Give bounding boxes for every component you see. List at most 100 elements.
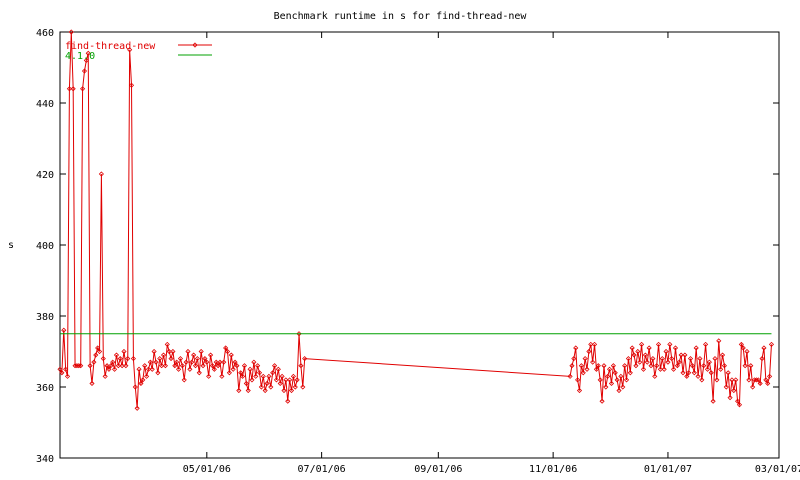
data-point [253, 373, 259, 379]
data-point [648, 363, 654, 369]
data-point [91, 359, 97, 365]
y-axis-label: s [8, 240, 14, 251]
data-point [591, 341, 598, 347]
data-point [573, 345, 579, 351]
series-find-thread-new [57, 29, 775, 411]
data-point [623, 377, 630, 383]
data-point [695, 373, 701, 379]
data-point [221, 359, 227, 365]
data-point [768, 341, 775, 347]
data-point [151, 348, 157, 355]
data-point [196, 370, 202, 376]
data-point [646, 345, 652, 351]
data-point [586, 348, 592, 355]
data-point [652, 373, 658, 379]
data-point [136, 366, 142, 372]
data-point [738, 341, 744, 347]
data-point [731, 387, 737, 394]
data-point [270, 370, 276, 376]
data-point [106, 366, 112, 372]
data-point [61, 327, 67, 333]
data-point [192, 363, 199, 369]
data-point [140, 377, 146, 383]
data-point [224, 348, 231, 355]
data-point [240, 373, 246, 379]
y-tick-label: 340 [36, 454, 54, 465]
data-point [750, 384, 756, 390]
data-point [607, 366, 613, 372]
data-point [230, 366, 236, 372]
series-layer [57, 29, 775, 411]
data-point [204, 359, 210, 365]
data-point [144, 373, 150, 379]
x-tick-label: 03/01/07 [755, 464, 800, 475]
data-point [680, 370, 686, 376]
data-point [121, 348, 127, 355]
data-point [64, 373, 71, 379]
data-point [665, 359, 671, 365]
data-point [714, 377, 720, 383]
data-point [100, 356, 106, 362]
data-point [584, 366, 590, 372]
data-point [708, 370, 714, 376]
data-point [710, 398, 716, 404]
data-point [228, 352, 234, 358]
data-point [281, 387, 287, 394]
data-point [678, 352, 684, 358]
data-point [272, 363, 278, 369]
data-point [273, 377, 280, 383]
data-point [68, 29, 74, 35]
data-point [569, 363, 575, 369]
y-tick-label: 400 [36, 241, 54, 252]
data-point [669, 356, 675, 362]
data-point [149, 366, 155, 372]
data-point [164, 341, 170, 347]
data-point [130, 356, 136, 362]
data-point [232, 359, 238, 365]
data-point [751, 377, 758, 383]
data-point [718, 366, 724, 372]
data-point [213, 359, 219, 365]
y-tick-label: 420 [36, 170, 54, 181]
data-point [63, 366, 69, 372]
data-point [761, 345, 767, 351]
data-point [746, 377, 752, 383]
data-point [597, 377, 603, 383]
series-line [59, 31, 772, 409]
data-point [697, 356, 703, 362]
data-point [115, 363, 121, 369]
data-point [699, 377, 705, 383]
data-point [226, 370, 232, 376]
data-point [655, 341, 662, 347]
data-point [134, 405, 140, 411]
data-point [288, 387, 295, 394]
data-point [57, 366, 63, 372]
data-point [172, 363, 178, 369]
data-point [209, 363, 216, 369]
data-point [162, 363, 168, 369]
data-point [211, 366, 217, 372]
data-point [744, 348, 750, 355]
data-point [635, 348, 641, 355]
chart-title: Benchmark runtime in s for find-thread-n… [274, 11, 528, 22]
data-point [296, 331, 302, 337]
data-point [234, 363, 240, 369]
data-point [256, 370, 263, 376]
data-point [217, 359, 223, 365]
data-point [639, 341, 645, 347]
data-point [145, 366, 152, 372]
data-point [159, 363, 165, 369]
data-point [200, 363, 206, 369]
data-point [650, 356, 656, 362]
x-axis-ticks: 05/01/06 07/01/06 09/01/06 11/01/06 01/01/07… [183, 32, 800, 475]
data-point [98, 171, 104, 177]
data-point [95, 345, 101, 351]
legend-label: 4.1.0 [65, 51, 95, 62]
data-point [588, 341, 594, 347]
data-point [174, 359, 180, 365]
data-point [142, 363, 148, 369]
data-point [72, 363, 78, 369]
data-point [128, 82, 135, 88]
data-point [593, 366, 599, 372]
data-point [627, 370, 633, 376]
